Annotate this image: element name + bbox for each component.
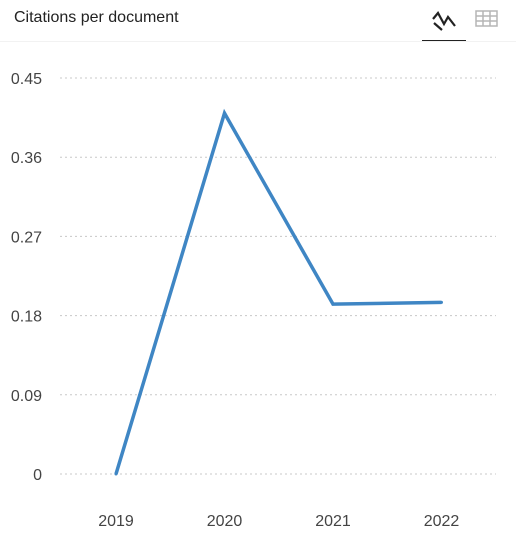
series-line bbox=[114, 108, 442, 475]
x-tick-label: 2019 bbox=[98, 513, 134, 530]
x-tick-label: 2021 bbox=[315, 513, 351, 530]
y-tick-label: 0.27 bbox=[11, 229, 42, 246]
data-point[interactable] bbox=[440, 300, 443, 304]
table-view-button[interactable] bbox=[466, 4, 510, 40]
y-tick-label: 0.18 bbox=[11, 309, 42, 326]
x-tick-label: 2022 bbox=[424, 513, 460, 530]
data-point[interactable] bbox=[114, 472, 118, 476]
y-tick-label: 0 bbox=[33, 467, 42, 484]
series-layer bbox=[114, 108, 443, 476]
grid-layer bbox=[60, 77, 496, 475]
data-point[interactable] bbox=[331, 302, 335, 306]
chart-header: Citations per document bbox=[0, 0, 516, 42]
line-chart-icon bbox=[432, 11, 456, 31]
y-tick-label: 0.36 bbox=[11, 150, 42, 167]
header-divider bbox=[0, 41, 516, 42]
chart-title: Citations per document bbox=[14, 9, 179, 26]
data-point[interactable] bbox=[223, 111, 226, 115]
chart-view-button[interactable] bbox=[422, 4, 466, 41]
x-axis-ticks: 2019 2020 2021 2022 bbox=[98, 513, 459, 530]
table-grid-icon bbox=[475, 10, 498, 27]
y-tick-label: 0.45 bbox=[11, 71, 42, 88]
x-tick-label: 2020 bbox=[207, 513, 243, 530]
y-tick-label: 0.09 bbox=[11, 388, 42, 405]
y-axis-ticks: 0 0.09 0.18 0.27 0.36 0.45 bbox=[11, 71, 42, 484]
